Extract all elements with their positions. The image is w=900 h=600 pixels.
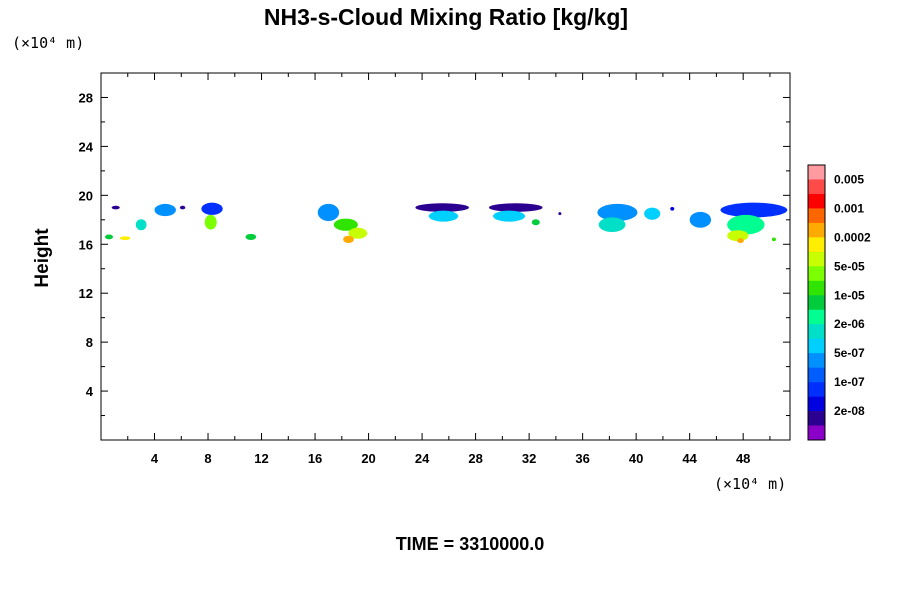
cloud-blob: [135, 219, 147, 231]
cloud-blob: [737, 238, 744, 244]
colorbar-swatch: [808, 280, 825, 296]
colorbar-swatch: [808, 208, 825, 224]
x-tick-label: 20: [361, 451, 375, 466]
x-tick-label: 32: [522, 451, 536, 466]
cloud-blob: [348, 227, 368, 239]
cloud-blob: [771, 237, 776, 242]
colorbar-label: 1e-05: [834, 288, 865, 302]
cloud-blob: [727, 214, 765, 235]
colorbar-label: 0.005: [834, 172, 864, 186]
cloud-blob: [558, 212, 562, 216]
colorbar-swatch: [808, 396, 825, 412]
colorbar-frame: [807, 164, 826, 441]
colorbar-label: 2e-06: [834, 317, 865, 331]
cloud-blob: [111, 205, 120, 210]
plot-frame: [100, 72, 791, 441]
y-axis-label: Height: [32, 228, 53, 288]
time-footer: TIME = 3310000.0: [396, 534, 545, 554]
colorbar-swatch: [808, 165, 825, 180]
cloud-blob: [689, 211, 712, 228]
colorbar-swatch: [808, 222, 825, 238]
x-tick-label: 44: [682, 451, 697, 466]
colorbar: 0.005 0.001 0.0002 5e-05 1e-05 2e-06 5e-07 1e-0…: [807, 164, 871, 441]
x-tick-label: 28: [468, 451, 482, 466]
cloud-blob: [119, 236, 131, 240]
cloud-blob: [597, 203, 638, 222]
cloud-blob: [201, 202, 223, 215]
x-tick-label: 40: [629, 451, 643, 466]
x-tick-label: 24: [415, 451, 430, 466]
cloud-blob: [343, 235, 354, 244]
x-tick-label: 48: [736, 451, 750, 466]
cloud-blob: [720, 202, 788, 218]
cloud-blob: [179, 205, 186, 210]
cloud-blob: [727, 230, 749, 242]
cloud-blob: [245, 233, 257, 240]
y-tick-label: 12: [79, 286, 93, 301]
colorbar-swatch: [808, 367, 825, 383]
colorbar-label: 5e-05: [834, 259, 865, 273]
colorbar-swatch: [808, 193, 825, 209]
x-tick-label: 16: [308, 451, 322, 466]
chart-title: NH3-s-Cloud Mixing Ratio [kg/kg]: [264, 4, 628, 30]
colorbar-label: 5e-07: [834, 346, 865, 360]
y-tick-label: 4: [86, 384, 94, 399]
cloud-blob: [670, 206, 675, 211]
cloud-blob: [531, 219, 540, 226]
cloud-blob: [492, 210, 526, 222]
cloud-blob: [488, 203, 543, 212]
cloud-blob: [598, 217, 626, 233]
x-tick-label: 4: [151, 451, 159, 466]
y-unit-label: (×10⁴ m): [12, 34, 84, 52]
colorbar-label: 1e-07: [834, 375, 865, 389]
cloud-blob: [154, 203, 176, 217]
x-unit-label: (×10⁴ m): [714, 475, 786, 493]
cloud-blob: [428, 210, 459, 222]
y-tick-label: 16: [79, 237, 93, 252]
x-tick-label: 8: [204, 451, 211, 466]
colorbar-swatch: [808, 179, 825, 195]
y-tick-label: 28: [79, 90, 93, 105]
cloud-blob: [333, 218, 358, 231]
y-tick-label: 8: [86, 335, 93, 350]
x-tick-label: 12: [254, 451, 268, 466]
cloud-blob: [105, 234, 114, 240]
cloud-blob: [644, 207, 661, 220]
colorbar-swatch: [808, 251, 825, 267]
colorbar-label: 0.001: [834, 201, 864, 215]
colorbar-swatch: [808, 353, 825, 368]
y-tick-label: 20: [79, 188, 93, 203]
colorbar-swatch: [808, 324, 825, 339]
colorbar-swatch: [808, 338, 825, 354]
y-tick-label: 24: [79, 139, 94, 154]
colorbar-label: 2e-08: [834, 404, 865, 418]
colorbar-swatch: [808, 266, 825, 282]
colorbar-swatch: [808, 411, 825, 426]
cloud-blob: [415, 203, 469, 212]
cloud-blob: [204, 214, 217, 230]
colorbar-swatch: [808, 382, 825, 397]
colorbar-swatch: [808, 237, 825, 253]
colorbar-swatch: [808, 425, 825, 441]
x-tick-label: 36: [575, 451, 589, 466]
cloud-blob: [317, 203, 340, 222]
colorbar-swatch: [808, 309, 825, 325]
colorbar-label: 0.0002: [834, 230, 871, 244]
colorbar-swatch: [808, 295, 825, 311]
